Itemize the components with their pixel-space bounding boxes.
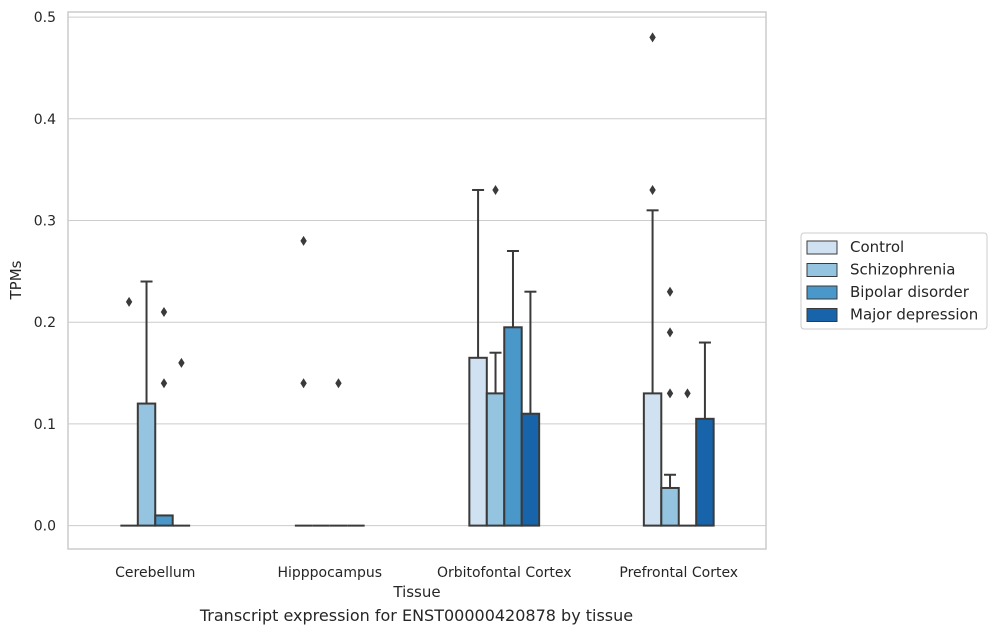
outlier-point xyxy=(160,307,168,318)
bar xyxy=(660,486,680,527)
outlier-point xyxy=(492,184,499,195)
legend-frame xyxy=(800,232,988,330)
legend-swatch xyxy=(806,285,838,300)
legend: Control Schizophrenia Bipolar disorder Majo… xyxy=(800,232,988,330)
outlier-point xyxy=(335,378,342,389)
outlier-point xyxy=(300,378,307,389)
x-tick-label: Hipppocampus xyxy=(277,565,382,581)
y-tick-label: 0.2 xyxy=(34,315,56,331)
outlier-point xyxy=(300,235,307,246)
outlier-point xyxy=(160,378,168,389)
legend-label: Major depression xyxy=(850,306,978,324)
legend-swatch xyxy=(806,308,838,322)
outlier-point xyxy=(649,32,656,43)
y-tick-label: 0.0 xyxy=(34,519,56,535)
x-axis: Cerebellum Hipppocampus Orbitofontal Corte… xyxy=(115,565,738,581)
legend-swatch xyxy=(806,263,838,277)
outliers xyxy=(125,32,691,399)
outlier-point xyxy=(684,388,691,399)
y-axis-label: TPMs xyxy=(7,260,25,300)
bar xyxy=(520,412,541,527)
bar xyxy=(503,326,523,527)
y-axis: 0.0 0.1 0.2 0.3 0.4 0.5 xyxy=(34,10,56,535)
bar xyxy=(695,417,715,527)
bar xyxy=(468,356,488,527)
outlier-point xyxy=(666,327,674,338)
y-tick-label: 0.3 xyxy=(34,213,56,229)
y-tick-label: 0.1 xyxy=(34,417,56,433)
bars xyxy=(120,188,715,527)
outlier-point xyxy=(125,296,133,307)
bar xyxy=(154,514,174,527)
outlier-point xyxy=(649,184,656,195)
legend-label: Bipolar disorder xyxy=(850,283,970,301)
y-tick-label: 0.4 xyxy=(34,112,56,128)
chart-caption: Transcript expression for ENST0000042087… xyxy=(199,606,634,625)
x-tick-label: Prefrontal Cortex xyxy=(619,565,738,581)
x-tick-label: Cerebellum xyxy=(115,565,195,581)
y-tick-label: 0.5 xyxy=(34,10,56,26)
bar xyxy=(485,392,506,527)
bar xyxy=(136,402,157,527)
plot-frame xyxy=(67,11,767,550)
x-axis-label: Tissue xyxy=(392,583,440,601)
bar xyxy=(642,392,663,527)
legend-label: Control xyxy=(850,238,904,256)
legend-label: Schizophrenia xyxy=(850,261,955,279)
outlier-point xyxy=(666,388,674,399)
legend-swatch xyxy=(806,240,838,255)
x-tick-label: Orbitofontal Cortex xyxy=(437,565,572,581)
outlier-point xyxy=(666,286,674,297)
outlier-point xyxy=(178,357,185,368)
